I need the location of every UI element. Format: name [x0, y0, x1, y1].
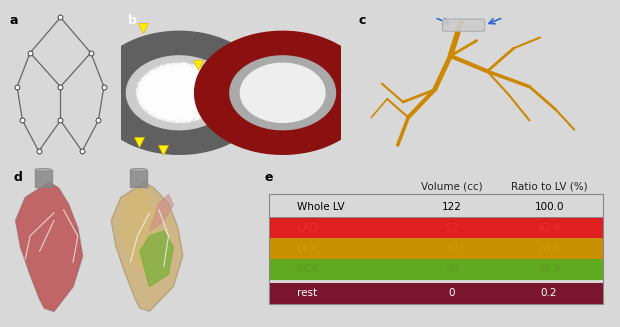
Ellipse shape — [35, 168, 51, 171]
Polygon shape — [135, 62, 223, 124]
Polygon shape — [140, 65, 219, 121]
Text: RCA: RCA — [298, 264, 319, 274]
Polygon shape — [111, 182, 183, 311]
Text: 42.4: 42.4 — [538, 223, 560, 233]
Ellipse shape — [130, 168, 147, 171]
Polygon shape — [121, 185, 159, 274]
Polygon shape — [195, 31, 371, 154]
Text: 0: 0 — [449, 288, 455, 298]
Bar — [268, 217, 603, 238]
Text: 0.2: 0.2 — [541, 288, 557, 298]
Text: b: b — [128, 14, 136, 27]
Polygon shape — [16, 182, 82, 311]
Polygon shape — [149, 195, 173, 231]
Text: Whole LV: Whole LV — [298, 202, 345, 212]
Text: Ratio to LV (%): Ratio to LV (%) — [511, 181, 587, 191]
Text: LAD: LAD — [298, 223, 319, 233]
Polygon shape — [138, 63, 221, 122]
Text: c: c — [358, 14, 366, 27]
Text: 52: 52 — [445, 223, 459, 233]
Polygon shape — [35, 170, 51, 187]
Text: 38: 38 — [445, 264, 459, 274]
Polygon shape — [91, 31, 267, 154]
Polygon shape — [140, 231, 173, 287]
Text: 26.5: 26.5 — [538, 244, 560, 254]
Polygon shape — [241, 63, 325, 122]
Text: 30.9: 30.9 — [538, 264, 560, 274]
Polygon shape — [126, 56, 232, 130]
Bar — [268, 238, 603, 259]
Text: Volume (cc): Volume (cc) — [421, 181, 483, 191]
Polygon shape — [230, 56, 335, 130]
Bar — [268, 283, 603, 303]
Text: rest: rest — [298, 288, 317, 298]
Text: LCX: LCX — [298, 244, 317, 254]
FancyBboxPatch shape — [443, 19, 485, 31]
Text: e: e — [265, 171, 273, 184]
Text: a: a — [9, 14, 18, 27]
Bar — [268, 259, 603, 280]
Text: d: d — [14, 171, 22, 184]
Text: 122: 122 — [442, 202, 462, 212]
Text: 32: 32 — [445, 244, 459, 254]
Polygon shape — [130, 170, 147, 187]
Bar — [268, 195, 603, 303]
Polygon shape — [137, 63, 221, 122]
Text: 100.0: 100.0 — [534, 202, 564, 212]
